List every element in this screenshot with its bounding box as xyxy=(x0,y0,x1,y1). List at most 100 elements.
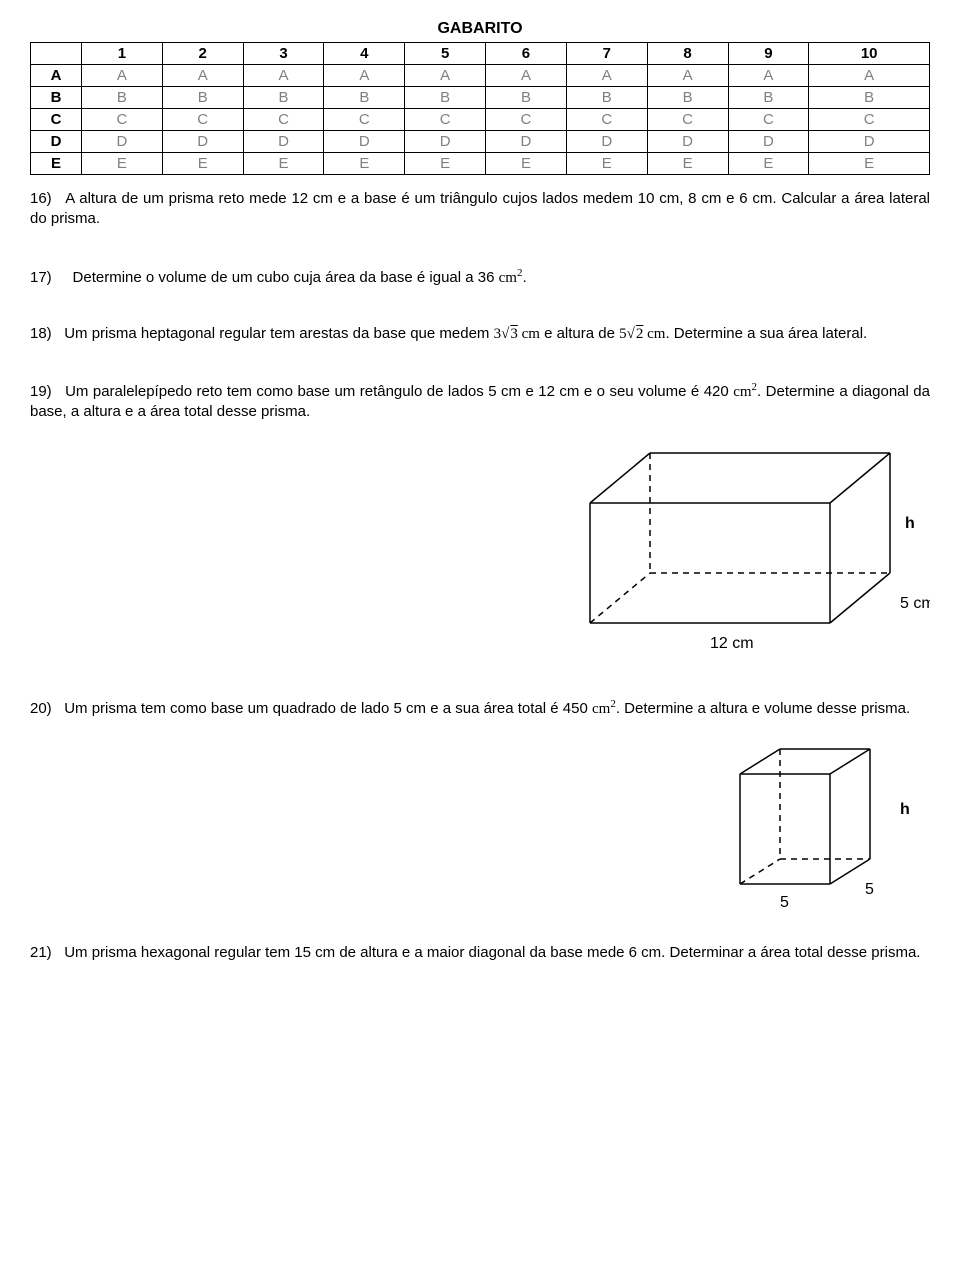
table-cell: A xyxy=(809,65,930,87)
table-cell: D xyxy=(566,131,647,153)
question-text: Um paralelepípedo reto tem como base um … xyxy=(65,383,733,400)
table-cell: B xyxy=(486,87,567,109)
table-cell: B xyxy=(566,87,647,109)
table-cell: B xyxy=(728,87,809,109)
table-cell: A xyxy=(405,65,486,87)
table-cell: C xyxy=(566,109,647,131)
question-19: 19) Um paralelepípedo reto tem como base… xyxy=(30,380,930,423)
question-17: 17) Determine o volume de um cubo cuja á… xyxy=(30,266,930,288)
table-cell: C xyxy=(647,109,728,131)
question-number: 18) xyxy=(30,325,52,342)
svg-text:h: h xyxy=(900,801,910,818)
table-cell: C xyxy=(728,109,809,131)
table-cell: A xyxy=(728,65,809,87)
question-text: . Determine a altura e volume desse pris… xyxy=(616,700,910,717)
table-cell: B xyxy=(162,87,243,109)
row-label: A xyxy=(31,65,82,87)
table-header-cell: 3 xyxy=(243,43,324,65)
question-text: . Determine a sua área lateral. xyxy=(665,325,867,342)
row-label: E xyxy=(31,153,82,175)
gabarito-table: 12345678910 AAAAAAAAAAABBBBBBBBBBBCCCCCC… xyxy=(30,42,930,175)
math-cm: cm xyxy=(499,270,517,286)
table-cell: E xyxy=(566,153,647,175)
table-cell: B xyxy=(324,87,405,109)
table-cell: D xyxy=(162,131,243,153)
row-label: C xyxy=(31,109,82,131)
table-cell: D xyxy=(486,131,567,153)
table-row: DDDDDDDDDDD xyxy=(31,131,930,153)
question-text: Determine o volume de um cubo cuja área … xyxy=(73,269,499,286)
table-cell: D xyxy=(809,131,930,153)
table-cell: C xyxy=(162,109,243,131)
table-header-cell: 6 xyxy=(486,43,567,65)
cube-svg: h55 xyxy=(700,729,930,919)
table-cell: E xyxy=(486,153,567,175)
table-cell: E xyxy=(809,153,930,175)
figure-parallelepiped: h 5 cm 12 cm xyxy=(30,433,930,667)
question-number: 17) xyxy=(30,269,52,286)
math-coef: 5 xyxy=(619,326,627,342)
math-unit: cm xyxy=(518,326,540,342)
table-cell: E xyxy=(82,153,163,175)
question-text: Um prisma tem como base um quadrado de l… xyxy=(64,700,592,717)
math-unit: cm xyxy=(643,326,665,342)
sqrt-radicand: 3 xyxy=(509,326,518,342)
table-cell: C xyxy=(809,109,930,131)
question-number: 20) xyxy=(30,700,52,717)
question-text: . xyxy=(522,269,526,286)
question-text: A altura de um prisma reto mede 12 cm e … xyxy=(30,190,930,227)
math-coef: 3 xyxy=(494,326,502,342)
row-label: B xyxy=(31,87,82,109)
table-cell: D xyxy=(82,131,163,153)
table-cell: D xyxy=(324,131,405,153)
table-row: CCCCCCCCCCC xyxy=(31,109,930,131)
question-16: 16) A altura de um prisma reto mede 12 c… xyxy=(30,189,930,230)
table-cell: C xyxy=(324,109,405,131)
sqrt-sign: √ xyxy=(627,326,635,342)
table-cell: C xyxy=(82,109,163,131)
table-header-cell: 2 xyxy=(162,43,243,65)
table-header-cell: 9 xyxy=(728,43,809,65)
table-cell: B xyxy=(647,87,728,109)
question-18: 18) Um prisma heptagonal regular tem are… xyxy=(30,324,930,344)
question-text: Um prisma hexagonal regular tem 15 cm de… xyxy=(64,944,920,961)
page-title: GABARITO xyxy=(30,20,930,38)
table-cell: A xyxy=(566,65,647,87)
table-header-row: 12345678910 xyxy=(31,43,930,65)
table-row: BBBBBBBBBBB xyxy=(31,87,930,109)
svg-text:5: 5 xyxy=(780,894,789,911)
table-cell: D xyxy=(728,131,809,153)
question-text: e altura de xyxy=(540,325,619,342)
parallelepiped-svg: h 5 cm 12 cm xyxy=(550,433,930,663)
table-cell: A xyxy=(82,65,163,87)
table-cell: E xyxy=(728,153,809,175)
table-cell: A xyxy=(486,65,567,87)
question-20: 20) Um prisma tem como base um quadrado … xyxy=(30,697,930,719)
table-cell: E xyxy=(243,153,324,175)
table-cell: A xyxy=(243,65,324,87)
table-header-cell: 10 xyxy=(809,43,930,65)
table-header-cell xyxy=(31,43,82,65)
table-row: AAAAAAAAAAA xyxy=(31,65,930,87)
table-header-cell: 5 xyxy=(405,43,486,65)
question-number: 19) xyxy=(30,383,52,400)
table-cell: B xyxy=(243,87,324,109)
question-21: 21) Um prisma hexagonal regular tem 15 c… xyxy=(30,943,930,963)
table-cell: D xyxy=(405,131,486,153)
table-cell: C xyxy=(243,109,324,131)
table-header-cell: 4 xyxy=(324,43,405,65)
table-header-cell: 7 xyxy=(566,43,647,65)
table-header-cell: 1 xyxy=(82,43,163,65)
table-cell: E xyxy=(405,153,486,175)
table-header-cell: 8 xyxy=(647,43,728,65)
table-cell: E xyxy=(647,153,728,175)
table-cell: A xyxy=(324,65,405,87)
table-cell: E xyxy=(162,153,243,175)
table-cell: A xyxy=(162,65,243,87)
svg-text:12 cm: 12 cm xyxy=(710,635,754,652)
table-cell: B xyxy=(809,87,930,109)
svg-text:h: h xyxy=(905,515,915,532)
svg-text:5 cm: 5 cm xyxy=(900,595,930,612)
math-cm: cm xyxy=(592,701,610,717)
question-text: Um prisma heptagonal regular tem arestas… xyxy=(64,325,493,342)
